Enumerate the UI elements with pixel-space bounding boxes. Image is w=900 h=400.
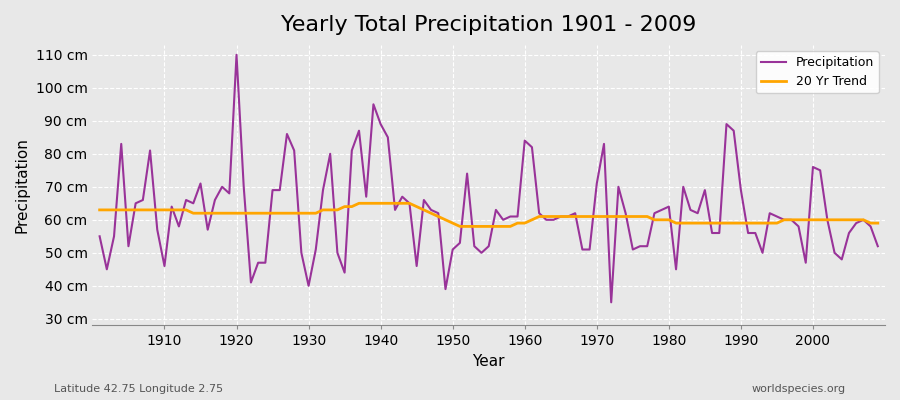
Text: Latitude 42.75 Longitude 2.75: Latitude 42.75 Longitude 2.75 <box>54 384 223 394</box>
Precipitation <box>361 194 372 199</box>
Line: Precipitation: Precipitation <box>100 55 878 302</box>
Precipitation <box>318 188 328 192</box>
Line: 20 Yr Trend: 20 Yr Trend <box>100 203 878 226</box>
Precipitation <box>620 211 631 216</box>
20 Yr Trend <box>94 208 105 212</box>
20 Yr Trend <box>526 218 537 222</box>
Legend: Precipitation, 20 Yr Trend: Precipitation, 20 Yr Trend <box>755 51 878 93</box>
Precipitation <box>606 300 616 305</box>
Precipitation <box>872 244 883 249</box>
Y-axis label: Precipitation: Precipitation <box>15 137 30 233</box>
20 Yr Trend <box>620 214 631 219</box>
20 Yr Trend <box>310 211 321 216</box>
Precipitation <box>231 52 242 57</box>
20 Yr Trend <box>354 201 364 206</box>
Precipitation <box>519 138 530 143</box>
20 Yr Trend <box>152 208 163 212</box>
20 Yr Trend <box>361 201 372 206</box>
20 Yr Trend <box>454 224 465 229</box>
Title: Yearly Total Precipitation 1901 - 2009: Yearly Total Precipitation 1901 - 2009 <box>281 15 697 35</box>
Precipitation <box>152 227 163 232</box>
X-axis label: Year: Year <box>472 354 505 369</box>
Precipitation <box>526 145 537 150</box>
Text: worldspecies.org: worldspecies.org <box>752 384 846 394</box>
20 Yr Trend <box>872 221 883 226</box>
Precipitation <box>94 234 105 239</box>
20 Yr Trend <box>534 214 544 219</box>
